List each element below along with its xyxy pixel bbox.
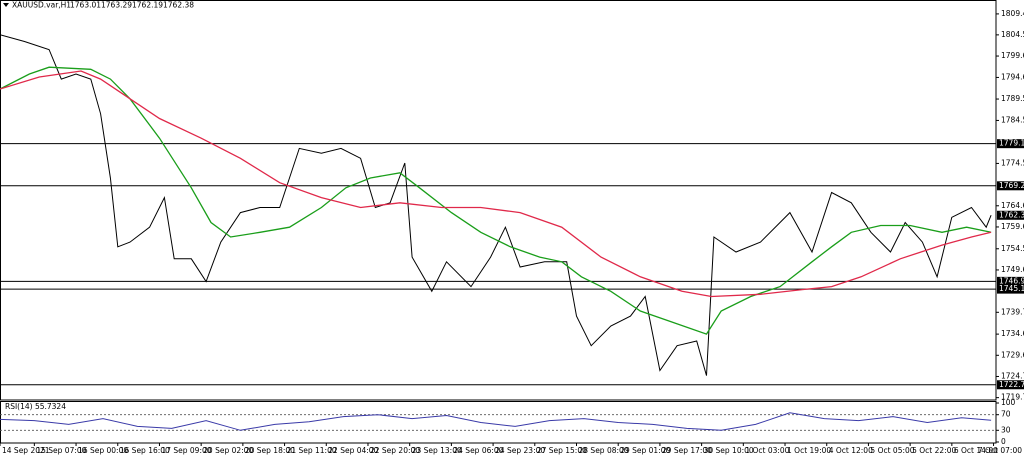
x-tick-label: 15 Sep 07:00 [36,446,86,455]
x-tick-label: 16 Sep 00:00 [78,446,128,455]
series-line [0,412,992,431]
level-label-box [997,181,1024,191]
rsi-frame [0,401,997,444]
y-tick-label: 1809.45 [1001,9,1024,18]
x-tick-label: 24 Sep 06:00 [453,446,503,455]
x-tick-label: 22 Sep 04:00 [328,446,378,455]
x-tick-label: 23 Sep 13:00 [412,446,462,455]
level-label-box [997,284,1024,294]
x-tick-label: 29 Sep 17:00 [662,446,712,455]
x-tick-label: 6 Oct 14:00 [954,446,998,455]
level-label: 1745.12 [999,284,1024,293]
level-label-box [997,139,1024,149]
y-tick-label: 1784.55 [1001,115,1024,124]
y-tick-label: 1739.70 [1001,307,1024,316]
level-label: 1779.12 [999,139,1024,148]
last-price-label: 1762.38 [999,210,1024,219]
y-tick-label: 1799.60 [1001,51,1024,60]
y-tick-label: 1729.65 [1001,350,1024,359]
x-tick-label: 5 Oct 05:00 [870,446,914,455]
rsi-title: RSI(14) 55.7324 [5,402,66,411]
level-label-box [997,380,1024,390]
level-label: 1769.27 [999,181,1024,190]
x-tick-label: 22 Sep 20:00 [370,446,420,455]
x-tick-label: 5 Oct 22:00 [912,446,956,455]
y-tick-label: 1774.50 [1001,158,1024,167]
y-tick-label: 1724.70 [1001,371,1024,380]
ohlc-value: 1762.38 [163,1,194,10]
x-tick-label: 28 Sep 08:00 [579,446,629,455]
x-tick-label: 4 Oct 12:00 [829,446,873,455]
y-tick-label: 0 [1001,437,1006,446]
ohlc-value: 1763.29 [101,1,132,10]
ohlc-value: 1762.19 [132,1,163,10]
y-tick-label: 1789.55 [1001,94,1024,103]
y-tick-label: 1764.60 [1001,201,1024,210]
series-line [0,34,992,376]
x-tick-label: 27 Sep 15:00 [537,446,587,455]
x-tick-label: 21 Sep 11:00 [287,446,337,455]
x-tick-label: 30 Sep 10:00 [704,446,754,455]
x-tick-label: 29 Sep 01:00 [620,446,670,455]
x-tick-label: 1 Oct 03:00 [745,446,789,455]
main-frame [0,0,997,401]
x-tick-label: 24 Sep 23:00 [495,446,545,455]
y-tick-label: 100 [1001,398,1016,407]
level-label: 1746.93 [999,276,1024,285]
x-tick-label: 14 Sep 2021 [2,446,50,455]
series-line [0,66,992,335]
series-line [0,70,992,298]
x-tick-label: 20 Sep 18:00 [245,446,295,455]
y-tick-label: 1759.65 [1001,222,1024,231]
ohlc-value: 1763.01 [70,1,101,10]
y-tick-label: 1754.55 [1001,244,1024,253]
y-tick-label: 1794.60 [1001,72,1024,81]
level-label: 1722.76 [999,380,1024,389]
level-label-box [997,276,1024,286]
x-tick-label: 16 Sep 16:00 [120,446,170,455]
y-tick-label: 1749.60 [1001,265,1024,274]
symbol-title: XAUUSD.var,H1 [12,1,71,10]
x-tick-label: 20 Sep 02:00 [203,446,253,455]
last-price-box [997,210,1024,220]
x-tick-label: 7 Oct 07:00 [978,446,1022,455]
y-tick-label: 1719.75 [1001,393,1024,402]
y-tick-label: 1804.55 [1001,30,1024,39]
y-tick-label: 70 [1001,410,1011,419]
y-tick-label: 1734.60 [1001,329,1024,338]
x-tick-label: 17 Sep 09:00 [161,446,211,455]
y-tick-label: 30 [1001,425,1011,434]
x-tick-label: 1 Oct 19:00 [787,446,831,455]
menu-arrow[interactable] [3,3,9,7]
